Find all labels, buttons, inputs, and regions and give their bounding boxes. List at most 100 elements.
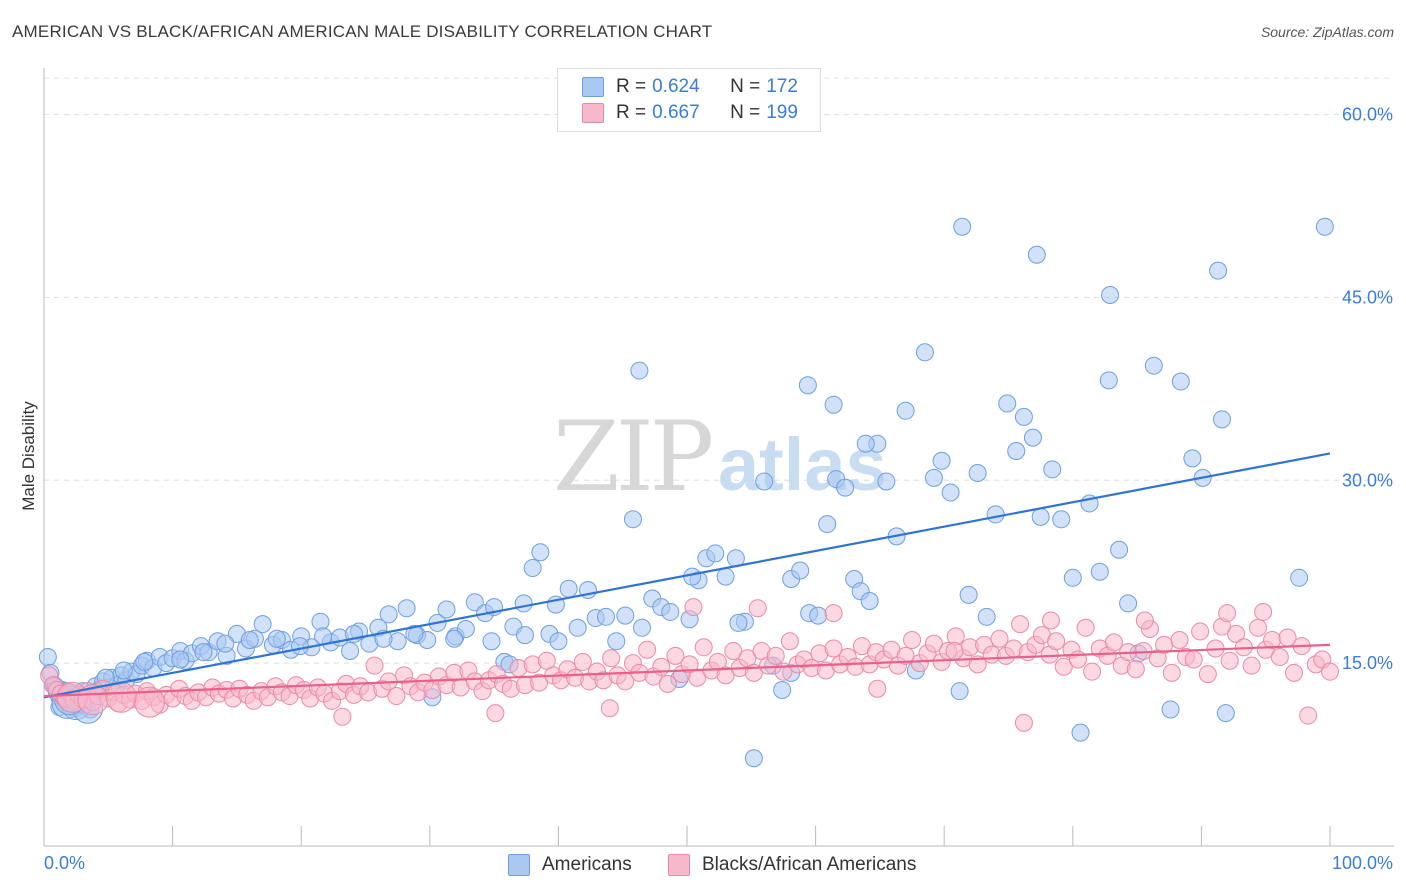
americans-point xyxy=(706,544,725,563)
trend-lines xyxy=(43,452,1331,699)
americans-point xyxy=(630,361,649,380)
black-african-american-point xyxy=(1083,662,1102,681)
black-african-american-point xyxy=(780,632,799,651)
americans-point xyxy=(818,515,837,534)
americans-point xyxy=(1071,723,1090,742)
americans-point xyxy=(1161,700,1180,719)
black-african-american-point xyxy=(1299,706,1318,725)
americans-point xyxy=(986,505,1005,524)
legend-n-label: N = xyxy=(730,102,761,123)
black-african-american-point xyxy=(486,704,505,723)
americans-point xyxy=(311,612,330,631)
americans-point xyxy=(932,451,951,470)
americans-point xyxy=(755,472,774,491)
black-african-american-point xyxy=(1254,602,1273,621)
bottom-legend-label: Blacks/African Americans xyxy=(702,854,917,875)
americans-point xyxy=(616,606,635,625)
black-african-american-point-large xyxy=(105,681,137,713)
americans-point xyxy=(809,606,828,625)
legend-swatch-pink xyxy=(582,103,604,123)
black-african-american-point xyxy=(990,629,1009,648)
black-african-american-point xyxy=(748,599,767,618)
black-african-american-point xyxy=(1284,663,1303,682)
bottom-legend-black-african-american[interactable]: Blacks/African Americans xyxy=(668,852,916,878)
y-axis-title: Male Disability xyxy=(19,401,38,511)
americans-point xyxy=(1014,407,1033,426)
americans-point xyxy=(514,594,533,613)
legend-row-black-african-american: R = 0.667 N = 199 xyxy=(582,100,798,126)
black-african-american-point xyxy=(1242,656,1261,675)
black-african-american-point xyxy=(1170,630,1189,649)
americans-point xyxy=(1052,510,1071,529)
americans-point xyxy=(531,543,550,562)
stats-legend: R = 0.624 N = 172 R = 0.667 N = 199 xyxy=(557,68,821,132)
americans-point xyxy=(1031,507,1050,526)
americans-point xyxy=(1290,568,1309,587)
americans-point xyxy=(953,217,972,236)
black-african-american-point xyxy=(666,646,685,665)
black-african-american-point xyxy=(680,655,699,674)
y-tick-label: 45.0% xyxy=(1342,287,1393,307)
americans-point xyxy=(661,602,680,621)
bottom-legend-swatch-pink xyxy=(668,854,690,876)
americans-point xyxy=(1209,261,1228,280)
black-african-american-point xyxy=(766,646,785,665)
americans-point xyxy=(397,599,416,618)
black-african-american-point xyxy=(1220,651,1239,670)
legend-r-label: R = xyxy=(616,76,647,97)
black-african-american-point xyxy=(1054,657,1073,676)
black-african-american-point xyxy=(1198,665,1217,684)
americans-point xyxy=(1099,371,1118,390)
black-african-american-point xyxy=(1162,663,1181,682)
americans-point xyxy=(437,600,456,619)
americans-point xyxy=(836,478,855,497)
black-african-american-point xyxy=(945,641,964,660)
watermark-zip: ZIP xyxy=(553,401,712,513)
americans-point xyxy=(596,607,615,626)
americans-point xyxy=(267,629,286,648)
americans-point xyxy=(998,394,1017,413)
americans-point xyxy=(1007,442,1026,461)
watermark: ZIP atlas xyxy=(553,401,887,513)
americans-point xyxy=(877,472,896,491)
americans-point xyxy=(1063,568,1082,587)
black-african-american-point xyxy=(1135,611,1154,630)
legend-swatch-blue xyxy=(582,77,604,97)
black-african-american-point xyxy=(1041,611,1060,630)
black-african-american-point xyxy=(1184,650,1203,669)
black-african-american-point xyxy=(638,640,657,659)
bottom-legend-label: Americans xyxy=(542,854,632,875)
americans-point xyxy=(1023,428,1042,447)
americans-point xyxy=(607,632,626,651)
americans-point xyxy=(924,468,943,487)
black-african-american-point xyxy=(1218,604,1237,623)
americans-point xyxy=(1315,217,1334,236)
americans-point xyxy=(950,682,969,701)
black-african-american-point xyxy=(333,707,352,726)
black-african-american-point xyxy=(365,656,384,675)
americans-point xyxy=(959,585,978,604)
black-african-american-point xyxy=(824,604,843,623)
americans-point xyxy=(860,591,879,610)
americans-point xyxy=(1119,594,1138,613)
americans-point xyxy=(559,579,578,598)
black-african-american-point xyxy=(658,674,677,693)
black-african-american-point xyxy=(868,679,887,698)
black-african-american-point xyxy=(708,652,727,671)
americans-point xyxy=(1090,562,1109,581)
americans-point xyxy=(798,376,817,395)
americans-point xyxy=(523,559,542,578)
americans-point xyxy=(744,749,763,768)
black-african-american-point xyxy=(1227,624,1246,643)
y-tick-label: 15.0% xyxy=(1342,653,1393,673)
americans-point xyxy=(194,643,213,662)
americans-point xyxy=(379,605,398,624)
americans-point xyxy=(729,613,748,632)
americans-point xyxy=(791,561,810,580)
black-african-american-point xyxy=(1068,650,1087,669)
black-african-american-point xyxy=(684,598,703,617)
bottom-legend-americans[interactable]: Americans xyxy=(508,852,632,878)
black-african-american-point xyxy=(1076,618,1095,637)
americans-point xyxy=(915,343,934,362)
